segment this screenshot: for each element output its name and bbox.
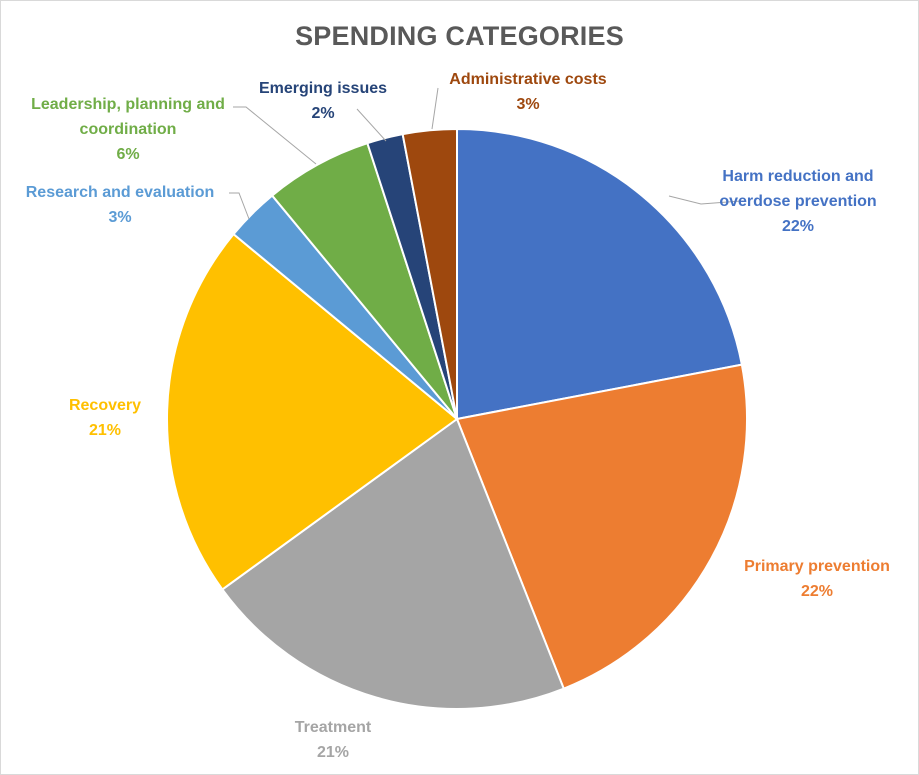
data-label-category: Research and evaluation <box>26 184 215 201</box>
data-label-research-evaluation: Research and evaluation 3% <box>26 184 215 226</box>
data-label-percent: 6% <box>116 146 139 163</box>
data-label-percent: 3% <box>516 96 539 113</box>
data-label-administrative-costs: Administrative costs 3% <box>449 71 606 113</box>
data-label-primary-prevention: Primary prevention 22% <box>744 558 890 600</box>
leader-line-emerging-issues <box>356 108 387 142</box>
data-label-emerging-issues: Emerging issues 2% <box>259 80 387 122</box>
leader-line-harm-reduction <box>668 195 742 205</box>
data-label-category: coordination <box>80 121 177 138</box>
data-label-category: Harm reduction and <box>722 168 873 185</box>
chart-title: SPENDING CATEGORIES <box>295 21 624 51</box>
data-label-category: overdose prevention <box>719 193 876 210</box>
data-label-percent: 22% <box>782 218 814 235</box>
data-label-percent: 21% <box>317 744 349 761</box>
data-label-harm-reduction: Harm reduction and overdose prevention 22% <box>719 168 876 235</box>
pie-slice-primary-prevention <box>455 363 748 690</box>
data-label-percent: 3% <box>108 209 131 226</box>
data-label-category: Emerging issues <box>259 80 387 97</box>
data-label-percent: 22% <box>801 583 833 600</box>
data-label-percent: 2% <box>311 105 334 122</box>
data-label-category: Recovery <box>69 397 141 414</box>
data-label-leadership-planning: Leadership, planning and coordination 6% <box>31 96 225 163</box>
leader-line-administrative-costs <box>431 87 439 130</box>
data-label-percent: 21% <box>89 422 121 439</box>
data-label-category: Leadership, planning and <box>31 96 225 113</box>
leader-line-leadership-planning <box>233 106 317 165</box>
pie-slice-harm-reduction <box>456 127 744 421</box>
leader-line-research-evaluation <box>229 192 250 220</box>
data-label-category: Administrative costs <box>449 71 606 88</box>
data-label-category: Primary prevention <box>744 558 890 575</box>
data-label-recovery: Recovery 21% <box>69 397 141 439</box>
data-label-treatment: Treatment 21% <box>295 719 372 761</box>
pie-slice-treatment <box>220 417 566 710</box>
data-label-category: Treatment <box>295 719 372 736</box>
pie-slice-administrative-costs <box>401 127 458 420</box>
pie-slice-recovery <box>166 232 459 591</box>
